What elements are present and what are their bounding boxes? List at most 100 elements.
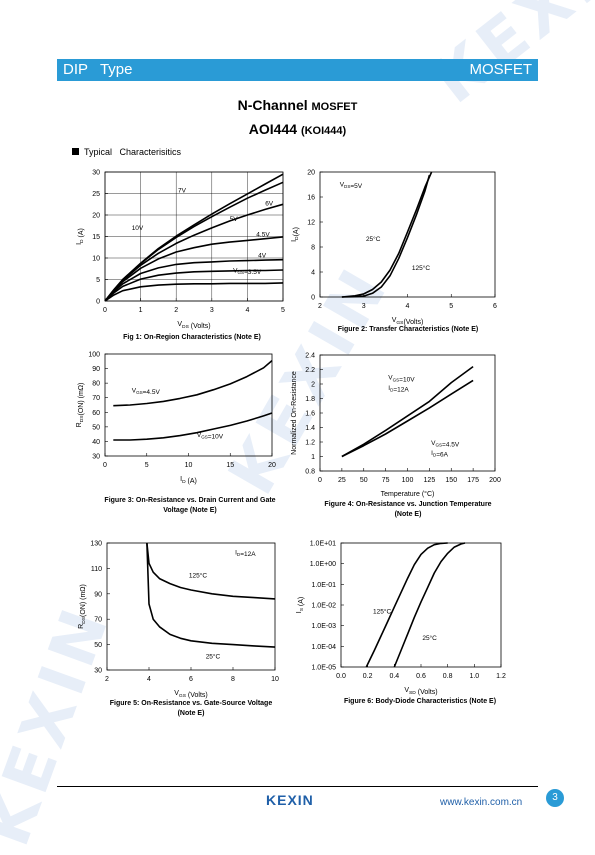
chart-caption-line2: (Note E) (178, 710, 205, 717)
y-tick-label: 20 (92, 213, 100, 220)
footer-url[interactable]: www.kexin.com.cn (440, 797, 523, 808)
y-tick-label: 4 (311, 270, 315, 277)
title-main: N-Channel (237, 97, 308, 113)
x-tick-label: 2 (318, 303, 322, 310)
y-tick-label: 90 (94, 591, 102, 598)
header-category: MOSFET (469, 61, 533, 78)
y-tick-label: 1.8 (305, 396, 315, 403)
curve-label: ID=12A (235, 549, 256, 558)
x-tick-label: 10 (271, 676, 279, 683)
chart-1: 0 1 2 3 4 5 0 5 10 15 20 25 30 VDS (Volts) ID (A) 7V 6V 5… (76, 170, 285, 330)
series-line-1 (146, 542, 276, 600)
x-tick-label: 0 (318, 477, 322, 484)
part-alt: (KOI444) (300, 125, 347, 137)
x-tick-label: 8 (231, 676, 235, 683)
section-heading: Typical Characterisitics (72, 147, 181, 157)
y-tick-label: 0 (311, 295, 315, 302)
curve-label: VGS=10V (388, 375, 415, 384)
y-tick-label: 90 (92, 366, 100, 373)
x-tick-label: 200 (489, 477, 501, 484)
curve-label: VGS=3.5V (233, 268, 262, 277)
x-tick-label: 0 (103, 462, 107, 469)
x-tick-label: 1.2 (496, 673, 506, 680)
y-tick-label: 1.0E+01 (310, 541, 336, 548)
series-line-2 (393, 542, 466, 668)
series-line-7 (104, 282, 284, 302)
x-tick-label: 150 (445, 477, 457, 484)
y-axis-label: IS (A) (296, 597, 305, 614)
curve-label: VDS=5V (340, 181, 363, 190)
y-tick-label: 1.0E-05 (311, 665, 336, 672)
y-tick-label: 1 (311, 454, 315, 461)
curve-label: VGS=10V (197, 432, 224, 441)
y-tick-label: 60 (92, 410, 100, 417)
chart-4: 0 25 50 75 100 125 150 175 200 0.8 1 1.2 1.4 1.6 1.8 2 2… (291, 353, 501, 499)
y-tick-label: 50 (92, 424, 100, 431)
y-tick-label: 110 (91, 566, 102, 573)
header-type: DIP Type (63, 61, 133, 78)
x-tick-label: 4 (406, 303, 410, 310)
y-tick-label: 70 (92, 395, 100, 402)
series-line-5 (104, 258, 284, 302)
curve-label: 125°C (412, 264, 430, 272)
x-tick-label: 0.8 (443, 673, 453, 680)
curve-label: ID=6A (431, 450, 449, 459)
footer-logo: KEXIN (266, 792, 314, 808)
x-tick-label: 0 (103, 307, 107, 314)
y-tick-label: 16 (307, 195, 315, 202)
x-tick-label: 5 (145, 462, 149, 469)
x-tick-label: 2 (174, 307, 178, 314)
y-tick-label: 70 (94, 617, 102, 624)
y-tick-label: 1.4 (305, 425, 315, 432)
x-tick-label: 125 (424, 477, 436, 484)
series-line-3 (104, 203, 284, 302)
page-title: N-Channel MOSFET (0, 97, 595, 113)
chart-6: 0.0 0.2 0.4 0.6 0.8 1.0 1.2 1.0E-05 1.0E-04 1.0E-… (296, 541, 506, 696)
y-tick-label: 80 (92, 381, 100, 388)
x-axis-label: Temperature (°C) (381, 490, 435, 498)
section-label: Typical Characterisitics (84, 147, 182, 157)
x-tick-label: 5 (281, 307, 285, 314)
y-tick-label: 1.0E-04 (311, 644, 336, 651)
y-axis-label: RDS(ON) (mΩ) (78, 584, 87, 629)
y-tick-label: 30 (92, 170, 100, 177)
series-line-1 (341, 174, 431, 298)
series-line-2 (341, 171, 433, 298)
y-tick-label: 10 (92, 256, 100, 263)
y-tick-label: 1.0E-03 (311, 623, 336, 630)
y-tick-label: 2 (311, 382, 315, 389)
curve-label: ID=12A (388, 385, 409, 394)
y-tick-label: 1.0E-02 (311, 603, 336, 610)
x-tick-label: 4 (147, 676, 151, 683)
curve-label: 4.5V (256, 232, 270, 239)
chart-caption: Figure 4: On-Resistance vs. Junction Tem… (324, 501, 491, 508)
y-tick-label: 8 (311, 245, 315, 252)
x-tick-label: 2 (105, 676, 109, 683)
curve-label: 25°C (422, 634, 437, 642)
y-axis-label: ID(A) (291, 227, 300, 242)
x-tick-label: 5 (449, 303, 453, 310)
y-tick-label: 100 (88, 352, 100, 359)
y-tick-label: 1.0E-01 (311, 582, 336, 589)
y-tick-label: 30 (92, 454, 100, 461)
curve-label: 4V (258, 253, 267, 260)
plot-frame (319, 171, 496, 298)
curve-label: 25°C (366, 235, 381, 243)
plot-frame (340, 542, 502, 668)
curve-label: 5V (230, 216, 239, 223)
series-line-1 (365, 542, 448, 668)
curve-label: VGS=4.5V (431, 440, 460, 449)
part-main: AOI444 (248, 121, 298, 137)
x-axis-label: VGS(Volts) (392, 317, 424, 326)
x-tick-label: 75 (382, 477, 390, 484)
chart-caption: Figure 6: Body-Diode Characteristics (No… (344, 698, 496, 705)
part-number: AOI444 (KOI444) (0, 121, 595, 137)
x-tick-label: 15 (226, 462, 234, 469)
x-tick-label: 50 (360, 477, 368, 484)
series-line-6 (104, 269, 284, 302)
series-line-2 (341, 379, 474, 458)
y-tick-label: 25 (92, 191, 100, 198)
curve-label: 7V (178, 188, 187, 195)
x-axis-label: VDS (Volts) (177, 321, 210, 330)
x-tick-label: 20 (268, 462, 276, 469)
